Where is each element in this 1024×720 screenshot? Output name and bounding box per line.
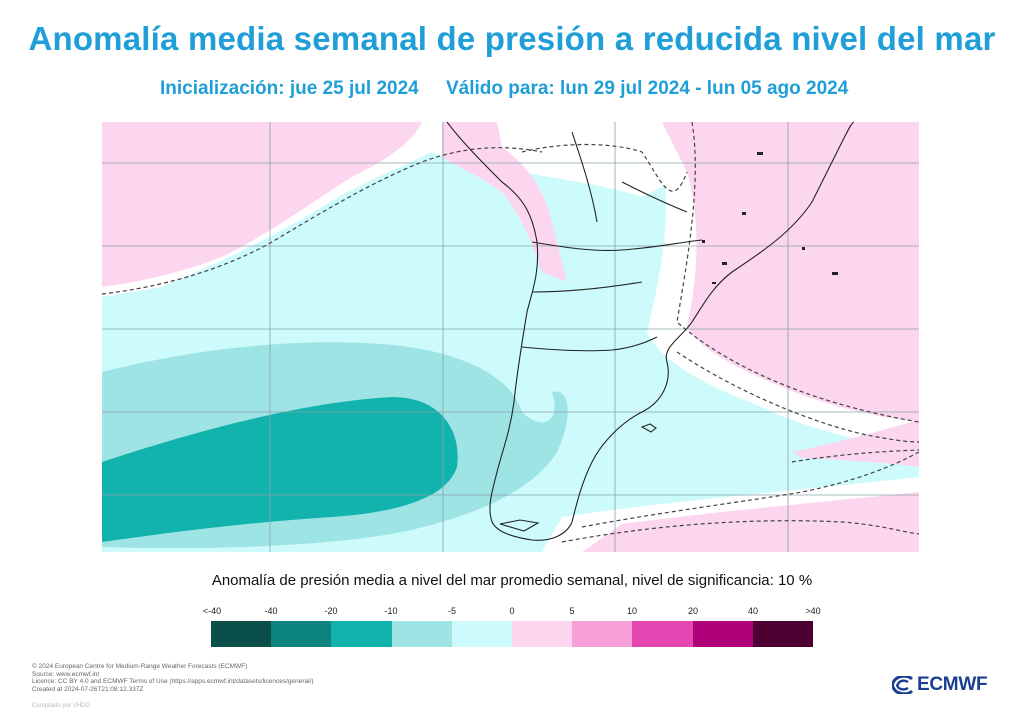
legend-tick: -20: [324, 606, 338, 616]
legend-swatch: [511, 621, 573, 647]
legend-tick: -40: [264, 606, 278, 616]
legend-color-bar: [211, 621, 813, 647]
anomaly-area-pos-south: [582, 492, 919, 552]
initialization-date: Inicialización: jue 25 jul 2024: [160, 78, 419, 99]
footer-line: Source: www.ecmwf.int: [32, 670, 100, 678]
coastlines: [446, 122, 855, 541]
legend-tick: >40: [805, 606, 821, 616]
legend-swatch: [211, 621, 272, 647]
anomaly-area-pos-north: [442, 122, 567, 282]
legend-tick: 0: [509, 606, 515, 616]
legend-swatch: [752, 621, 813, 647]
page-title: Anomalía media semanal de presión a redu…: [28, 20, 996, 57]
island-marks: [702, 152, 838, 284]
legend-swatch: [391, 621, 452, 647]
footer-line: Licence: CC BY 4.0 and ECMWF Terms of Us…: [32, 678, 314, 686]
legend-swatch: [572, 621, 633, 647]
footer-line: Created at 2024-07-26T21:08:12.337Z: [32, 685, 144, 693]
logo-text: ECMWF: [917, 674, 988, 695]
pressure-anomaly-map: [102, 122, 919, 552]
significance-contours: [102, 122, 919, 543]
footer-line: © 2024 European Centre for Medium-Range …: [32, 663, 248, 670]
compiled-by: Compilado por VHDG: [32, 703, 91, 709]
legend-swatch: [451, 621, 512, 647]
legend-tick: 40: [747, 606, 759, 616]
map-canvas: [102, 122, 919, 552]
legend-tick: 20: [687, 606, 699, 616]
legend-tick: <-40: [202, 606, 222, 616]
legend-tick: 10: [626, 606, 638, 616]
ecmwf-logo-icon: [892, 676, 914, 694]
legend-tick: 5: [569, 606, 575, 616]
anomaly-area-pos-south-se: [792, 420, 919, 467]
subtitle: Inicialización: jue 25 jul 2024 Válido p…: [160, 78, 848, 100]
legend-swatch: [632, 621, 693, 647]
valid-period: Válido para: lun 29 jul 2024 - lun 05 ag…: [446, 78, 849, 99]
legend-swatch: [271, 621, 332, 647]
anomaly-area-pos-east: [662, 122, 919, 422]
legend-title: Anomalía de presión media a nivel del ma…: [211, 572, 813, 589]
legend-tick-labels: <-40 -40 -20 -10 -5 0 5 10 20 40 >40: [196, 606, 836, 620]
legend-swatch: [331, 621, 392, 647]
anomaly-area-neg-20-10: [102, 397, 458, 542]
ecmwf-logo: ECMWF: [892, 674, 988, 696]
legend-tick: -10: [384, 606, 398, 616]
legend-swatch: [692, 621, 753, 647]
copyright-footer: © 2024 European Centre for Medium-Range …: [32, 663, 314, 693]
legend-tick: -5: [447, 606, 457, 616]
